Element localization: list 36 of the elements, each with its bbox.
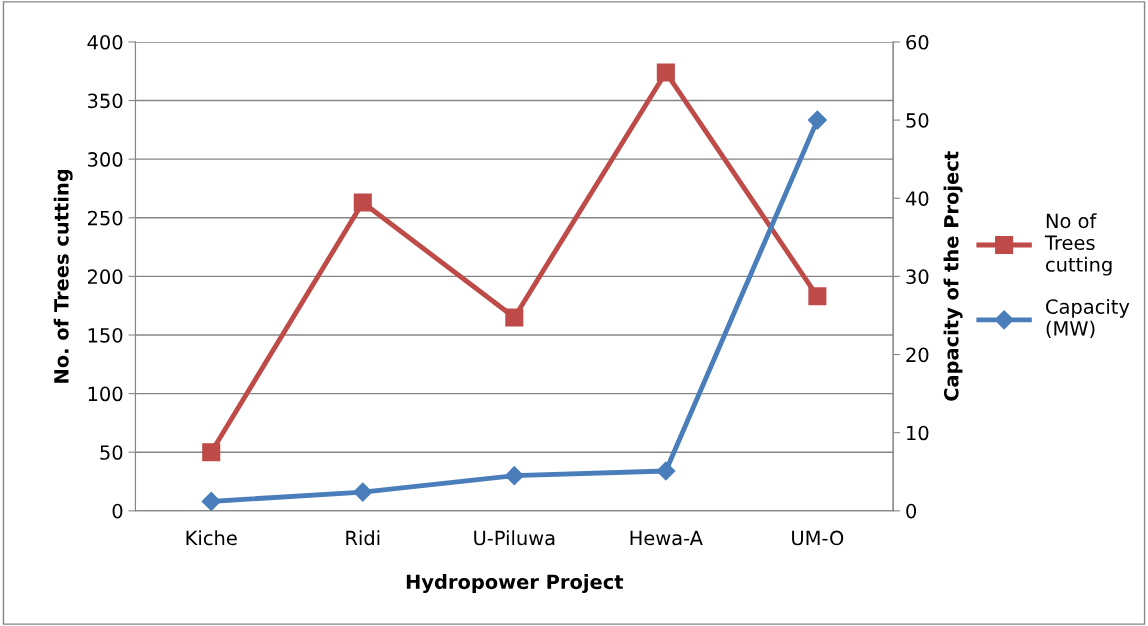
point bbox=[202, 443, 221, 462]
y-tick-label: 150 bbox=[88, 327, 123, 343]
point bbox=[807, 110, 827, 130]
y2-tick-label: 40 bbox=[905, 191, 929, 206]
y-tick-label: 0 bbox=[112, 503, 123, 519]
y-tick-label: 300 bbox=[88, 152, 123, 167]
point bbox=[808, 287, 827, 306]
point bbox=[353, 482, 373, 502]
point bbox=[656, 63, 675, 82]
y-tick-label: 250 bbox=[87, 210, 123, 226]
point bbox=[504, 466, 524, 486]
point bbox=[353, 193, 372, 212]
y2-tick-label: 50 bbox=[906, 113, 929, 128]
y2-axis-title: Capacity of the Project bbox=[943, 151, 963, 401]
point bbox=[505, 308, 524, 327]
y2-tick-label: 0 bbox=[906, 503, 917, 519]
y2-tick-label: 20 bbox=[906, 347, 929, 363]
x-axis-title: Hydropower Project bbox=[406, 574, 624, 594]
y-tick-label: 100 bbox=[88, 386, 123, 402]
x-tick-label: Hewa-A bbox=[630, 530, 703, 546]
x-tick-label: UM-O bbox=[792, 530, 844, 546]
y2-tick-label: 60 bbox=[906, 34, 929, 50]
x-tick-label: U-Piluwa bbox=[474, 530, 555, 546]
y-tick-label: 200 bbox=[87, 269, 123, 285]
y-tick-label: 400 bbox=[87, 34, 123, 50]
x-tick-label: Kiche bbox=[186, 530, 237, 546]
point bbox=[656, 461, 676, 481]
y-axis-title: No. of Trees cutting bbox=[53, 169, 73, 383]
legend-label: No of Trees cutting bbox=[1044, 213, 1112, 276]
y2-tick-label: 30 bbox=[906, 269, 929, 285]
legend-label: Capacity (MW) bbox=[1046, 298, 1130, 339]
point bbox=[201, 491, 221, 511]
y2-tick-label: 10 bbox=[907, 425, 929, 441]
x-tick-label: Ridi bbox=[346, 530, 380, 546]
y-tick-label: 50 bbox=[100, 445, 123, 460]
y-tick-label: 350 bbox=[88, 93, 123, 109]
